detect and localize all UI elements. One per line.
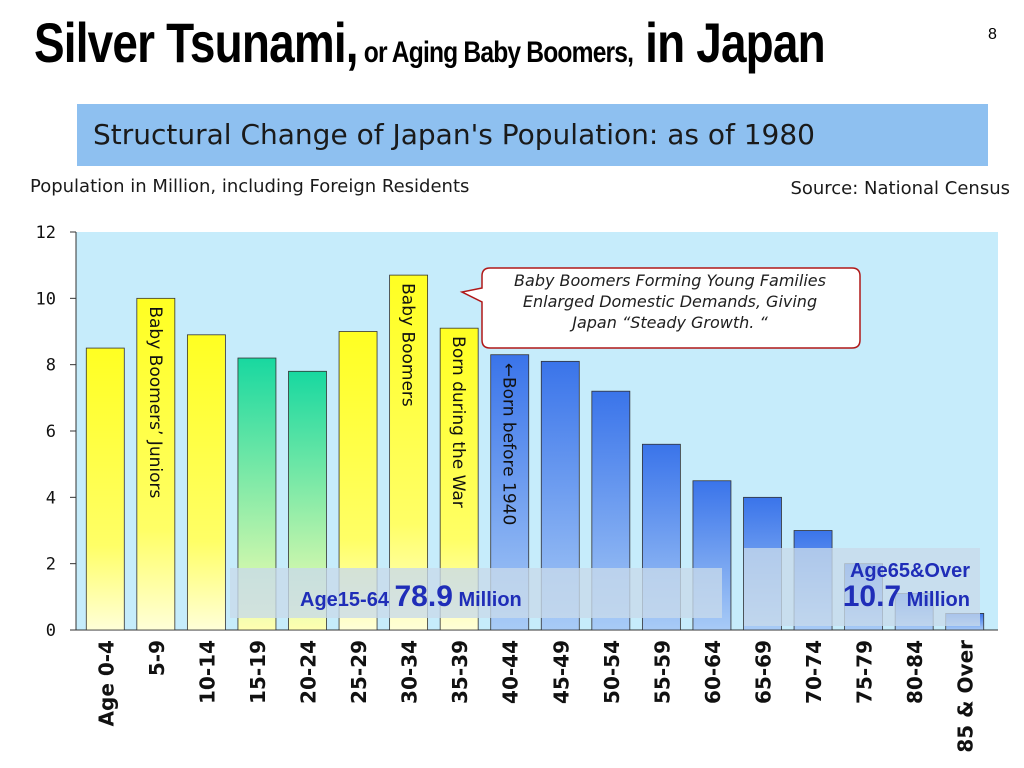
elderly-unit: Million (906, 589, 970, 611)
y-tick-label: 8 (46, 356, 56, 376)
callout-text: Baby Boomers Forming Young Families Enla… (482, 270, 858, 333)
y-tick-label: 12 (36, 223, 56, 243)
x-tick-label: 5-9 (145, 640, 169, 676)
y-tick-label: 6 (46, 422, 56, 442)
chart-title-banner: Structural Change of Japan's Population:… (77, 104, 988, 166)
y-tick-label: 10 (36, 289, 56, 309)
y-axis-caption: Population in Million, including Foreign… (30, 176, 470, 197)
elderly-summary: Age65&Over 10.7 Million (744, 548, 980, 626)
working-age-label: Age15-64 (300, 589, 389, 611)
y-tick-label: 4 (46, 488, 56, 508)
title-part-3: in Japan (633, 11, 826, 74)
x-tick-label: 45-49 (549, 640, 573, 704)
x-tick-label: 60-64 (701, 640, 725, 704)
x-tick-label: 85 & Over (954, 640, 978, 753)
x-tick-label: 10-14 (195, 640, 219, 704)
slide-title: Silver Tsunami, or Aging Baby Boomers, i… (34, 10, 826, 75)
x-tick-label: 75-79 (853, 640, 877, 704)
elderly-value: 10.7 (842, 580, 902, 613)
bar-annotation: Baby Boomers (398, 283, 418, 407)
elderly-label: Age65&Over (849, 560, 970, 582)
x-tick-label: 35-39 (448, 640, 472, 704)
x-tick-label: Age 0-4 (94, 640, 118, 726)
bar-annotation: ←Born before 1940 (499, 363, 519, 526)
x-tick-label: 55-59 (650, 640, 674, 704)
x-tick-label: 15-19 (246, 640, 270, 704)
x-tick-label: 40-44 (499, 640, 523, 704)
y-tick-label: 0 (46, 621, 56, 641)
callout-line-2: Enlarged Domestic Demands, Giving (522, 292, 818, 311)
callout-bubble (459, 267, 861, 349)
working-age-unit: Million (458, 589, 522, 611)
source-label: Source: National Census (790, 178, 1010, 199)
x-tick-label: 80-84 (903, 640, 927, 704)
bar-age-0-4 (85, 347, 125, 631)
bar-10-14 (186, 334, 226, 631)
bar-annotation: Born during the War (448, 336, 468, 508)
x-tick-label: 25-29 (347, 640, 371, 704)
x-tick-label: 65-69 (752, 640, 776, 704)
bar-5-9 (136, 297, 176, 631)
callout-line-1: Baby Boomers Forming Young Families (514, 271, 826, 290)
x-tick-label: 30-34 (398, 640, 422, 704)
x-tick-label: 70-74 (802, 640, 826, 704)
x-tick-label: 50-54 (600, 640, 624, 704)
x-tick-label: 20-24 (297, 640, 321, 704)
working-age-summary: Age15-64 78.9 Million (230, 568, 722, 618)
page-number: 8 (988, 26, 997, 43)
callout-line-3: Japan “Steady Growth. “ (572, 313, 768, 332)
title-part-2: or Aging Baby Boomers, (357, 36, 634, 69)
title-part-1: Silver Tsunami, (34, 11, 359, 74)
working-age-value: 78.9 (394, 580, 453, 613)
bar-annotation: Baby Boomers’ Juniors (145, 306, 165, 498)
y-tick-label: 2 (46, 555, 56, 575)
